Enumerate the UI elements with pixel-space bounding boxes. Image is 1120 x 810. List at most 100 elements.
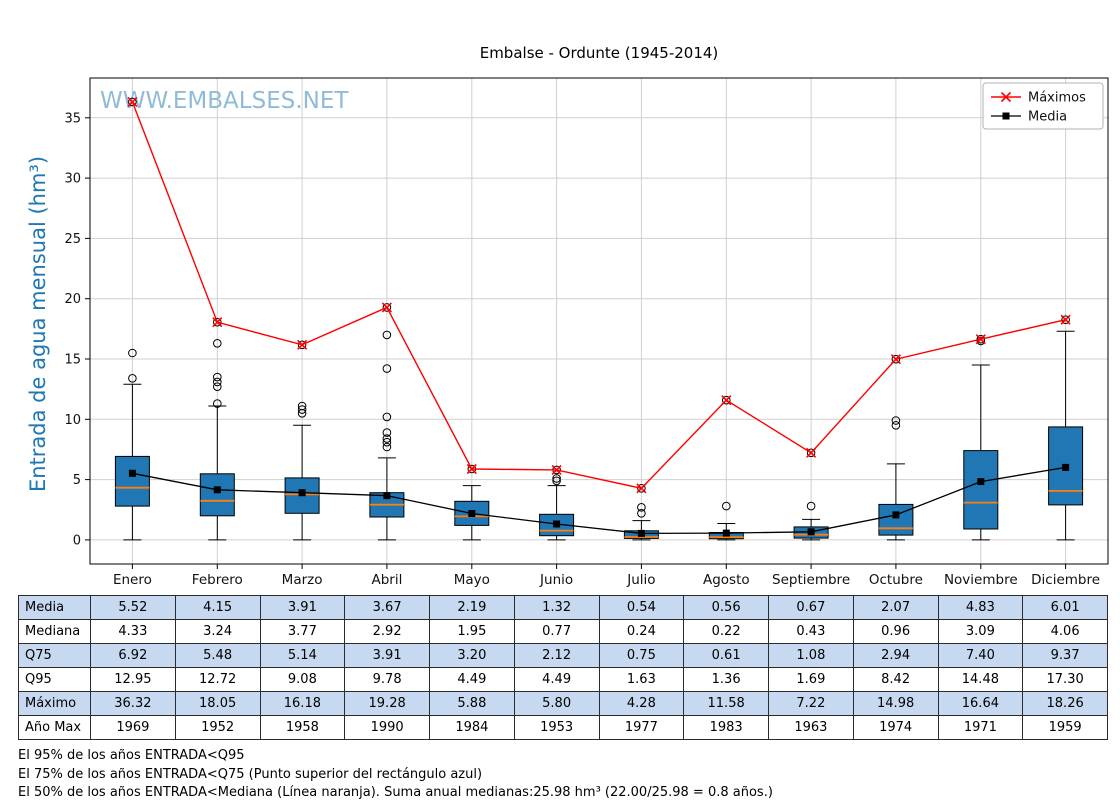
table-cell: 16.64 — [937, 691, 1024, 716]
y-axis-ticks: 0 5 10 15 20 25 30 35 — [64, 111, 90, 548]
table-cell: 3.20 — [429, 643, 515, 668]
x-axis-ticks: Enero Febrero Marzo Abril Mayo Junio Julio Agos… — [113, 564, 1100, 588]
row-label: Máximo — [18, 691, 91, 716]
table-cell: 6.92 — [90, 643, 176, 668]
outlier-point — [213, 399, 222, 408]
table-cell: 1974 — [852, 715, 939, 740]
table-cell: 36.32 — [90, 691, 176, 716]
table-cell: 0.56 — [683, 595, 769, 620]
legend-label-maximos: Máximos — [1028, 91, 1086, 106]
table-row: Mediana 4.33 3.24 3.77 2.92 1.95 0.77 0.24 0.22 0… — [18, 619, 1108, 644]
footnote-q95: El 95% de los años ENTRADA<Q95 — [18, 748, 245, 763]
table-cell: 0.61 — [683, 643, 769, 668]
table-cell: 9.78 — [344, 667, 430, 692]
table-cell: 1958 — [259, 715, 346, 740]
x-tick-label: Mayo — [454, 572, 490, 588]
table-cell: 18.05 — [174, 691, 261, 716]
stats-table: Media 5.52 4.15 3.91 3.67 2.19 1.32 0.54 0.56 0.6… — [18, 595, 1108, 740]
watermark: WWW.EMBALSES.NET — [100, 88, 349, 114]
row-label: Año Max — [18, 715, 91, 740]
table-cell: 12.95 — [90, 667, 176, 692]
table-cell: 0.24 — [598, 619, 685, 644]
table-cell: 5.48 — [174, 643, 261, 668]
footnote-mediana: El 50% de los años ENTRADA<Mediana (Líne… — [18, 785, 773, 800]
table-cell: 0.54 — [598, 595, 685, 620]
table-cell: 8.42 — [852, 667, 939, 692]
table-cell: 7.40 — [937, 643, 1024, 668]
outlier-point — [637, 484, 646, 493]
table-cell: 1971 — [937, 715, 1024, 740]
table-row: Q75 6.92 5.48 5.14 3.91 3.20 2.12 0.75 0.61 1.08 2… — [18, 643, 1108, 668]
table-cell: 14.98 — [852, 691, 939, 716]
outlier-point — [637, 503, 646, 512]
outlier-point — [213, 377, 222, 387]
outlier-point — [806, 501, 816, 511]
outlier-point — [382, 437, 392, 447]
plot-border — [89, 77, 1109, 565]
x-tick-label: Junio — [539, 572, 573, 588]
table-cell: 1984 — [429, 715, 515, 740]
boxplot — [963, 334, 999, 541]
outlier-point — [806, 448, 816, 458]
boxplot — [1048, 315, 1084, 541]
outlier-point — [382, 303, 392, 312]
table-cell: 18.26 — [1022, 691, 1108, 716]
table-cell: 3.67 — [344, 595, 430, 620]
maximos-line — [131, 101, 1066, 490]
x-tick-label: Febrero — [192, 572, 243, 588]
table-row: Q95 12.95 12.72 9.08 9.78 4.49 4.49 1.63 1.36 1.6… — [18, 667, 1108, 692]
outlier-point — [213, 317, 222, 327]
table-cell: 1963 — [768, 715, 854, 740]
x-tick-label: Septiembre — [772, 572, 850, 588]
x-tick-label: Agosto — [703, 572, 750, 588]
outlier-point — [722, 395, 731, 405]
row-label: Mediana — [18, 619, 91, 644]
footnote-q75: El 75% de los años ENTRADA<Q75 (Punto su… — [18, 766, 483, 782]
table-cell: 4.06 — [1022, 619, 1108, 644]
table-cell: 1.32 — [513, 595, 600, 620]
table-row: Máximo 36.32 18.05 16.18 19.28 5.88 5.80 4.28 11… — [18, 691, 1108, 716]
y-tick-label: 0 — [73, 533, 81, 548]
table-cell: 2.12 — [513, 643, 600, 668]
y-tick-label: 20 — [64, 292, 81, 307]
table-cell: 4.33 — [90, 619, 176, 644]
footnotes: El 95% de los años ENTRADA<Q95 El 75% de… — [18, 747, 773, 803]
x-tick-label: Diciembre — [1031, 572, 1100, 588]
legend: Máximos Media — [982, 82, 1104, 130]
outlier-point — [297, 401, 307, 411]
x-tick-label: Noviembre — [944, 572, 1018, 588]
y-tick-label: 35 — [64, 111, 81, 126]
table-cell: 3.91 — [344, 643, 430, 668]
outlier-point — [128, 97, 137, 107]
table-cell: 5.88 — [429, 691, 515, 716]
outlier-point — [128, 374, 137, 383]
table-cell: 2.07 — [852, 595, 939, 620]
outlier-point — [382, 434, 392, 443]
table-cell: 0.77 — [513, 619, 600, 644]
table-cell: 1952 — [174, 715, 261, 740]
outlier-point — [382, 330, 392, 340]
table-cell: 2.19 — [429, 595, 515, 620]
table-cell: 3.77 — [259, 619, 346, 644]
table-cell: 4.49 — [429, 667, 515, 692]
table-cell: 1.69 — [768, 667, 854, 692]
table-cell: 12.72 — [174, 667, 261, 692]
table-cell: 1.36 — [683, 667, 769, 692]
outlier-point — [213, 372, 222, 382]
y-tick-label: 10 — [64, 413, 81, 428]
maximos-markers — [127, 96, 1071, 494]
outlier-point — [128, 348, 137, 358]
boxplot — [878, 354, 914, 541]
boxplot — [114, 97, 150, 541]
table-cell: 4.49 — [513, 667, 600, 692]
outlier-point — [1061, 315, 1070, 324]
table-cell: 3.91 — [259, 595, 346, 620]
outlier-point — [297, 340, 307, 350]
table-cell: 4.28 — [598, 691, 685, 716]
table-cell: 3.09 — [937, 619, 1024, 644]
outlier-point — [891, 354, 901, 364]
outlier-point — [722, 501, 731, 511]
legend-label-media: Media — [1028, 110, 1067, 125]
table-cell: 1953 — [513, 715, 600, 740]
